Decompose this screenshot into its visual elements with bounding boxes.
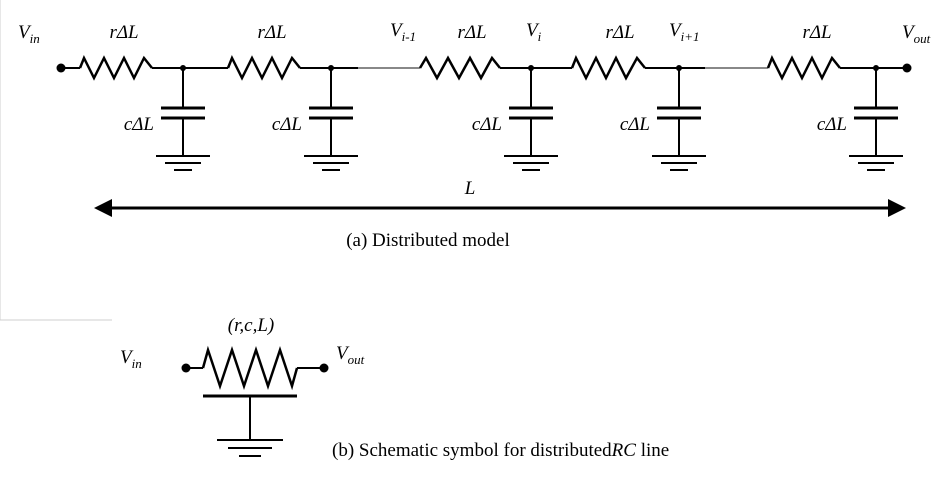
caption-distributed-model: (a) Distributed model [346,230,510,251]
capacitor-label: cΔL [817,114,847,135]
capacitor-stage [156,65,210,171]
capacitor-stage [504,65,558,171]
capacitor-label: cΔL [124,114,154,135]
v-i-label: Vi [526,20,542,44]
capacitor-stage [652,65,706,171]
resistor-label: rΔL [802,22,831,43]
v-i-minus-1-label: Vi-1 [390,20,416,44]
symbol-v-in-label: Vin [120,347,142,371]
resistor-label: rΔL [257,22,286,43]
resistor-label: rΔL [457,22,486,43]
resistor-label: rΔL [109,22,138,43]
caption-schematic-symbol: (b) Schematic symbol for distributedRC l… [332,440,669,461]
symbol-ground [217,439,283,457]
capacitor-stage [304,65,358,171]
capacitor-label: cΔL [620,114,650,135]
v-out-label: Vout [902,22,931,46]
resistor [78,54,153,81]
length-label: L [464,178,476,199]
capacitor-label: cΔL [472,114,502,135]
resistor [418,55,501,81]
v-in-label: Vin [18,22,40,46]
capacitor-label: cΔL [272,114,302,135]
resistor [766,54,841,81]
symbol-resistor [201,345,299,391]
capacitor-stage [849,65,903,171]
symbol-params-label: (r,c,L) [228,315,274,336]
v-i-plus-1-label: Vi+1 [669,20,700,44]
schematic-symbol: (r,c,L) Vin Vout (b) Schematic symbol fo… [120,315,669,461]
distributed-model: rΔL rΔL rΔL rΔL rΔL cΔL cΔL cΔL cΔL cΔL … [18,20,931,251]
symbol-v-out-label: Vout [336,343,365,367]
input-terminal [56,63,66,73]
resistor-label: rΔL [605,22,634,43]
resistor [226,54,301,81]
length-arrow [94,199,906,217]
symbol-output-terminal [319,363,329,373]
resistor [570,54,646,81]
output-terminal [902,63,912,73]
